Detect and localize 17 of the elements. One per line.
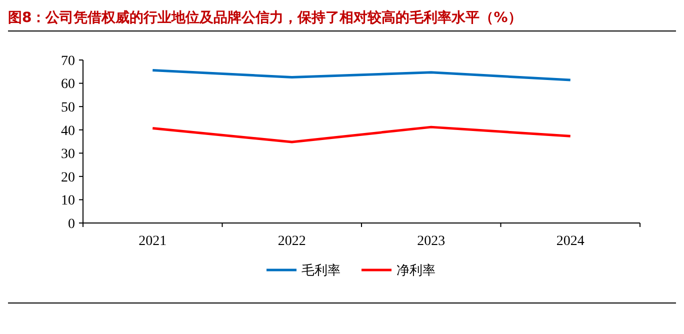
x-tick-label: 2022: [278, 234, 306, 249]
legend-label: 毛利率: [302, 262, 340, 279]
y-tick-label: 20: [61, 170, 75, 186]
y-tick-label: 60: [61, 77, 75, 92]
y-tick-label: 10: [61, 194, 75, 209]
x-tick-label: 2023: [417, 234, 446, 249]
x-tick-label: 2021: [138, 234, 167, 249]
y-tick-label: 50: [61, 100, 75, 116]
line-series: [151, 126, 572, 144]
y-tick-label: 30: [61, 147, 75, 162]
legend-label: 净利率: [396, 262, 436, 279]
y-tick-label: 40: [61, 124, 75, 139]
line-series: [151, 68, 572, 82]
y-tick-label: 0: [68, 216, 75, 232]
chart-title: 图8：公司凭借权威的行业地位及品牌公信力，保持了相对较高的毛利率水平（%）: [8, 9, 522, 26]
y-tick-label: 70: [61, 54, 75, 69]
x-tick-label: 2024: [556, 234, 584, 249]
